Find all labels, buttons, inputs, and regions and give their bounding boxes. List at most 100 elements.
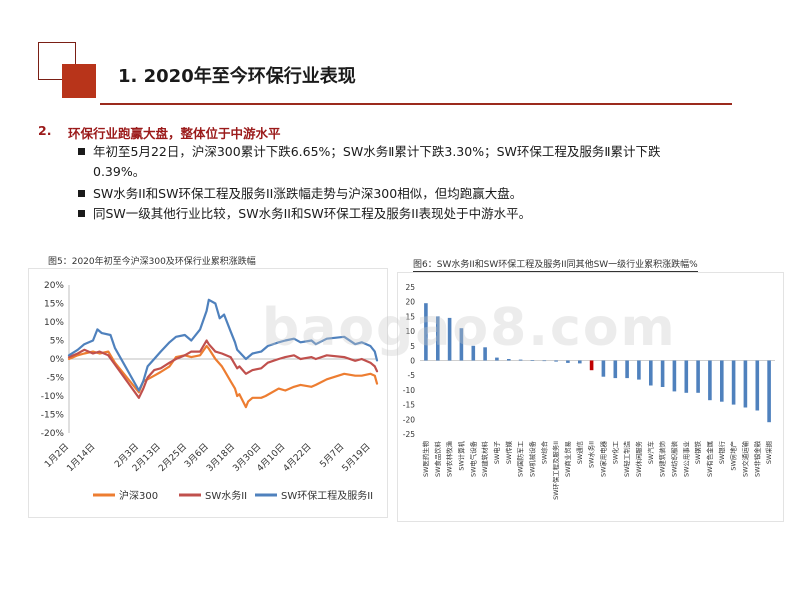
legend-label: SW环保工程及服务II — [281, 489, 373, 502]
chart-left-title: 图5：2020年初至今沪深300及环保行业累积涨跌幅 — [48, 254, 256, 269]
y-tick-label: 0% — [50, 355, 65, 365]
y-tick-label: 10 — [405, 327, 415, 336]
bar — [507, 359, 511, 361]
bullet-1-line2: 0.39%。 — [93, 164, 146, 179]
category-label: SW非银金融 — [752, 440, 761, 477]
series-line-3 — [67, 298, 379, 392]
category-label: SW有色金属 — [705, 441, 714, 477]
category-label: SW电子 — [492, 440, 501, 464]
y-tick-label: 15% — [44, 300, 64, 310]
chart-right-panel: 25 20 15 10 5 0 -5 -10 -15 -20 -25 SW医药生物 SW食品饮料 SW农林… — [397, 272, 784, 522]
category-label: SW国防军工 — [516, 440, 525, 477]
bar — [755, 360, 760, 411]
bar — [625, 360, 629, 379]
category-label: SW交通运输 — [740, 440, 749, 477]
category-label: SW化工 — [610, 440, 619, 464]
bullet-3: 同SW一级其他行业比较，SW水务II和SW环保工程及服务II表现处于中游水平。 — [78, 204, 758, 224]
y-tick-label: 5 — [410, 342, 415, 351]
category-label: SW建筑装饰 — [658, 440, 667, 477]
y-tick-label: 25 — [405, 283, 415, 292]
y-tick-label: 0 — [410, 357, 415, 366]
bar — [518, 359, 523, 361]
y-tick-label: -10% — [41, 392, 65, 402]
bar — [767, 360, 771, 423]
category-label: SW通信 — [575, 440, 584, 464]
category-label: SW银行 — [717, 440, 726, 464]
category-label: SW食品饮料 — [433, 440, 442, 477]
legend-label: 沪深300 — [119, 489, 158, 502]
category-label: SW传媒 — [504, 440, 513, 464]
y-tick-label: 20% — [44, 281, 64, 291]
bar — [720, 360, 724, 402]
section-heading: 环保行业跑赢大盘，整体位于中游水平 — [68, 126, 281, 141]
bar — [471, 345, 476, 361]
category-label: SW商业贸易 — [563, 441, 572, 477]
category-label: SW家用电器 — [598, 440, 607, 477]
category-label: SW纺织服装 — [669, 440, 678, 477]
bar — [459, 328, 464, 361]
bar — [613, 360, 618, 379]
x-tick-label: 5月19日 — [340, 441, 373, 474]
category-label: SW医药生物 — [421, 440, 430, 477]
bar — [530, 360, 535, 361]
category-label: SW房地产 — [729, 441, 738, 471]
category-label: SW建筑材料 — [480, 440, 489, 477]
y-tick-label: -5% — [46, 374, 64, 384]
bullet-square-icon — [78, 148, 85, 155]
bar — [601, 360, 606, 377]
bar — [589, 360, 594, 371]
category-label: SW综合 — [539, 440, 548, 464]
bullet-1-line1: 年初至5月22日，沪深300累计下跌6.65%；SW水务Ⅱ累计下跌3.30%；S… — [93, 144, 661, 159]
title-divider — [100, 103, 732, 105]
bar — [708, 360, 712, 401]
x-tick-label: 1月14日 — [65, 441, 98, 474]
y-tick-label: -15% — [41, 411, 65, 421]
category-label: SW计算机 — [456, 440, 465, 470]
bar — [660, 360, 665, 387]
y-tick-label: 15 — [405, 312, 415, 321]
page-title: 1. 2020年至今环保行业表现 — [118, 66, 356, 87]
section-number: 2. — [38, 123, 52, 138]
y-tick-label: 10% — [44, 318, 64, 328]
category-label: SW采掘 — [764, 441, 773, 464]
bar-chart: 25 20 15 10 5 0 -5 -10 -15 -20 -25 SW医药生物 SW食品饮料 SW农林… — [403, 283, 775, 500]
header-decor-square — [62, 64, 96, 98]
bullet-square-icon — [78, 190, 85, 197]
y-tick-label: -20 — [403, 415, 415, 424]
y-tick-label: 5% — [50, 337, 65, 347]
bar — [684, 360, 689, 393]
y-tick-label: -5 — [408, 371, 416, 380]
y-tick-label: -15 — [403, 401, 415, 410]
x-tick-label: 2月25日 — [156, 441, 189, 474]
bar — [447, 317, 452, 361]
bullet-3-text: 同SW一级其他行业比较，SW水务II和SW环保工程及服务II表现处于中游水平。 — [93, 206, 532, 221]
y-tick-label: 20 — [405, 298, 415, 307]
category-label: SW环保工程及服务II — [551, 441, 560, 500]
bullet-2-text: SW水务II和SW环保工程及服务II涨跌幅走势与沪深300相似，但均跑赢大盘。 — [93, 186, 523, 201]
bar — [637, 360, 641, 380]
bar — [436, 316, 440, 361]
bar — [554, 360, 558, 362]
header-decor-outline — [38, 42, 76, 80]
category-label: SW水务II — [587, 441, 596, 468]
y-tick-label: -25 — [403, 430, 415, 439]
category-label: SW机械设备 — [527, 440, 536, 477]
category-label: SW轻工制造 — [622, 440, 631, 477]
bullet-1: 年初至5月22日，沪深300累计下跌6.65%；SW水务Ⅱ累计下跌3.30%；S… — [78, 142, 758, 182]
bullet-square-icon — [78, 210, 85, 217]
chart-right-title: 图6：SW水务II和SW环保工程及服务II同其他SW一级行业累积涨跌幅% — [413, 257, 698, 272]
y-tick-label: -10 — [403, 386, 415, 395]
y-tick-label: -20% — [41, 429, 65, 439]
category-label: SW公用事业 — [681, 440, 690, 477]
category-label: SW钢铁 — [693, 440, 702, 464]
x-tick-label: 4月22日 — [281, 441, 314, 474]
bar — [566, 360, 570, 363]
bar — [731, 360, 736, 405]
bar — [495, 357, 499, 361]
legend-label: SW水务II — [205, 489, 247, 502]
bar — [424, 303, 428, 361]
bar — [578, 360, 582, 364]
category-label: SW休闲服务 — [634, 440, 643, 477]
bar — [696, 360, 700, 393]
